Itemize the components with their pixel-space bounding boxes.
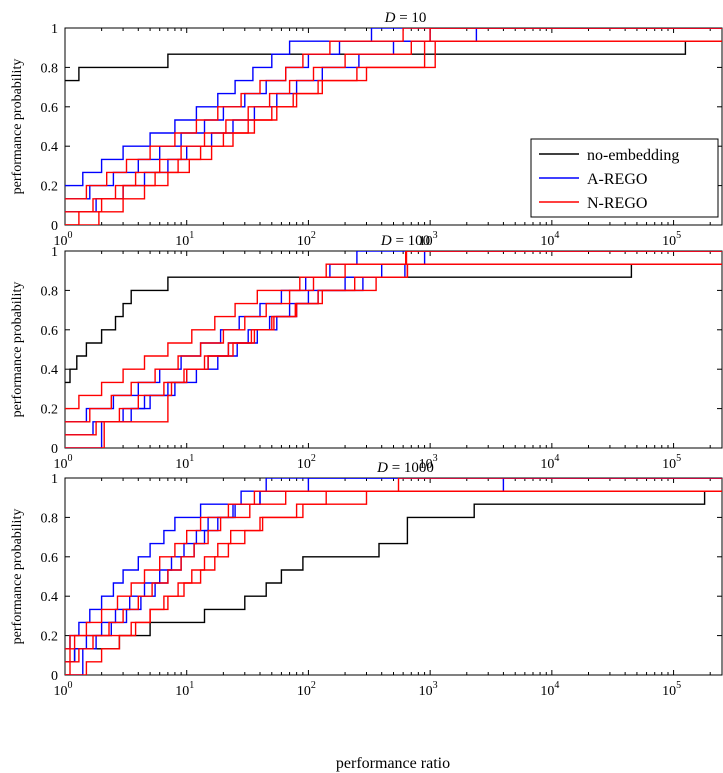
series-line-N-REGO <box>65 28 722 200</box>
series-line-N-REGO <box>65 40 722 225</box>
series-line-A-REGO <box>65 478 722 675</box>
x-tick-label: 101 <box>175 230 194 249</box>
x-axis-label: performance ratio <box>336 755 450 772</box>
y-tick-label: 0.6 <box>41 101 59 116</box>
y-tick-label: 0.4 <box>41 363 59 378</box>
series-line-A-REGO <box>65 251 722 436</box>
y-tick-label: 1 <box>51 245 58 260</box>
panel-title: D = 1000 <box>376 460 434 476</box>
series-line-N-REGO <box>65 478 722 650</box>
y-axis-label: performance probability <box>10 59 25 195</box>
y-tick-label: 0.6 <box>41 551 59 566</box>
series-line-no-embedding <box>65 263 722 384</box>
x-tick-label: 105 <box>662 453 681 472</box>
x-tick-label: 105 <box>662 680 681 699</box>
series-line-N-REGO <box>65 251 722 410</box>
series-group <box>65 28 722 225</box>
legend-label: N-REGO <box>587 195 647 212</box>
x-tick-label: 103 <box>419 680 438 699</box>
series-line-A-REGO <box>65 478 722 650</box>
y-tick-label: 0 <box>51 669 58 684</box>
x-tick-label: 104 <box>540 680 559 699</box>
panel-title: D = 100 <box>380 233 430 249</box>
y-tick-label: 0.8 <box>41 61 59 76</box>
x-tick-label: 104 <box>540 453 559 472</box>
y-tick-label: 0.4 <box>41 590 59 605</box>
series-line-N-REGO <box>65 251 722 423</box>
x-tick-label: 100 <box>54 680 73 699</box>
plot-area <box>64 250 723 449</box>
series-line-N-REGO <box>65 263 722 448</box>
x-tick-label: 102 <box>297 230 316 249</box>
y-tick-label: 0.2 <box>41 180 59 195</box>
y-axis-label: performance probability <box>10 509 25 645</box>
y-tick-label: 0.8 <box>41 511 59 526</box>
series-line-no-embedding <box>65 40 722 82</box>
x-tick-label: 103 <box>419 230 438 249</box>
plot-area <box>64 477 723 676</box>
legend: no-embedding A-REGO N-REGO <box>530 138 719 218</box>
x-tick-label: 100 <box>54 453 73 472</box>
panel-title: D = 10 <box>384 10 427 26</box>
series-group <box>65 478 722 675</box>
series-line-N-REGO <box>65 490 722 663</box>
series-line-A-REGO <box>65 478 722 663</box>
x-tick-label: 101 <box>175 453 194 472</box>
x-tick-label: 105 <box>662 230 681 249</box>
y-tick-label: 0.4 <box>41 140 59 155</box>
x-tick-label: 104 <box>540 230 559 249</box>
legend-label: no-embedding <box>587 147 679 164</box>
y-tick-label: 0.2 <box>41 403 59 418</box>
series-line-N-REGO <box>65 490 722 675</box>
y-axis-label: performance probability <box>10 282 25 418</box>
x-tick-label: 102 <box>297 453 316 472</box>
chart-panel: 0 0.2 0.4 0.6 0.8 1 100 101 102 103 104 105 D = 1000… <box>10 460 723 699</box>
y-tick-label: 1 <box>51 472 58 487</box>
series-group <box>65 251 722 448</box>
x-tick-label: 101 <box>175 680 194 699</box>
series-line-no-embedding <box>65 490 722 663</box>
y-tick-label: 0.8 <box>41 284 59 299</box>
y-tick-label: 0.2 <box>41 630 59 645</box>
y-tick-label: 0 <box>51 219 58 234</box>
chart-panel: 0 0.2 0.4 0.6 0.8 1 100 101 102 103 104 105 D = 10 pe… <box>10 10 723 249</box>
x-tick-label: 102 <box>297 680 316 699</box>
y-tick-label: 0.6 <box>41 324 59 339</box>
legend-label: A-REGO <box>587 171 647 188</box>
y-tick-label: 0 <box>51 442 58 457</box>
x-tick-label: 100 <box>54 230 73 249</box>
y-tick-label: 1 <box>51 22 58 37</box>
x-tick-label: 103 <box>419 453 438 472</box>
series-line-A-REGO <box>65 28 722 187</box>
